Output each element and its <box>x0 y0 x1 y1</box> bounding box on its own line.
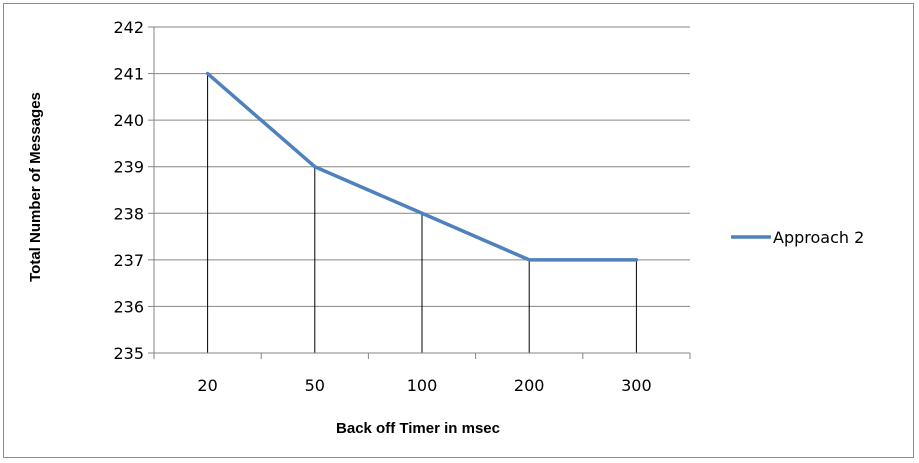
y-tick-label: 242 <box>113 18 144 37</box>
y-tick-label: 241 <box>113 65 144 84</box>
y-tick-label: 239 <box>113 158 144 177</box>
series-lines <box>205 71 639 262</box>
drop-lines <box>207 73 637 353</box>
data-point <box>634 258 638 262</box>
x-tick-label: 200 <box>514 376 545 395</box>
x-tick-label: 20 <box>197 376 217 395</box>
x-tick-label: 100 <box>407 376 438 395</box>
data-point <box>313 165 317 169</box>
data-point <box>527 258 531 262</box>
axes <box>148 26 691 359</box>
legend: Approach 2 <box>731 228 864 247</box>
data-point <box>420 211 424 215</box>
y-tick-label: 237 <box>113 251 144 270</box>
y-tick-labels: 235 236 237 238 239 240 241 242 <box>113 18 144 363</box>
x-axis-title: Back off Timer in msec <box>336 420 500 437</box>
y-axis-title: Total Number of Messages <box>27 92 44 282</box>
y-tick-label: 240 <box>113 111 144 130</box>
y-tick-label: 238 <box>113 204 144 223</box>
y-tick-label: 235 <box>113 344 144 363</box>
data-point <box>206 72 210 76</box>
x-tick-labels: 20 50 100 200 300 <box>197 376 651 395</box>
legend-label-approach-2: Approach 2 <box>773 228 864 247</box>
x-tick-label: 50 <box>305 376 325 395</box>
x-tick-label: 300 <box>621 376 652 395</box>
y-tick-label: 236 <box>113 297 144 316</box>
